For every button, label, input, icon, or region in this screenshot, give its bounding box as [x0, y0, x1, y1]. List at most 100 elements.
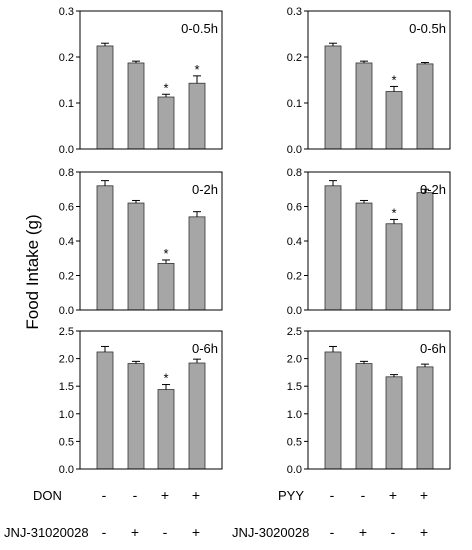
treatment-sign: + — [192, 524, 200, 540]
bar — [416, 63, 434, 150]
treatment-sign: + — [161, 487, 169, 503]
treatment-sign: + — [359, 524, 367, 540]
bar — [355, 363, 373, 470]
panel-2: * 0.0 0.1 0.2 0.3 0-0.5h — [287, 6, 451, 156]
y-tick-label: 0.0 — [59, 464, 74, 476]
treatment-sign: + — [420, 487, 428, 503]
y-tick-label: 0.2 — [59, 52, 74, 64]
treatment-sign: - — [102, 524, 107, 540]
bar — [96, 185, 114, 311]
significance-marker: * — [391, 72, 396, 87]
bar — [416, 366, 434, 470]
significance-marker: * — [163, 80, 168, 95]
panel-6: 0.0 0.5 1.0 1.5 2.0 2.5 0-6h — [287, 326, 451, 476]
treatment-sign: - — [361, 487, 366, 503]
bar — [188, 362, 206, 470]
y-tick-label: 0.5 — [287, 436, 302, 448]
bar — [188, 216, 206, 311]
y-tick-label: 0.0 — [287, 464, 302, 476]
bar — [355, 62, 373, 150]
interval-label: 0-6h — [420, 341, 446, 356]
bar — [385, 91, 403, 150]
y-tick-label: 1.0 — [287, 409, 302, 421]
plot-frame — [307, 330, 451, 470]
y-tick-label: 0.8 — [287, 167, 302, 179]
y-tick-label: 0.1 — [287, 98, 302, 110]
interval-label: 0-0.5h — [409, 21, 446, 36]
y-tick-label: 2.5 — [287, 326, 302, 338]
y-tick-label: 0.6 — [59, 202, 74, 214]
bar — [324, 185, 342, 311]
bar — [385, 376, 403, 470]
significance-marker: * — [391, 205, 396, 220]
panel-4: * 0.0 0.2 0.4 0.6 0.8 0-2h — [287, 167, 451, 317]
y-axis-label: Food Intake (g) — [23, 214, 42, 329]
y-tick-label: 1.5 — [287, 381, 302, 393]
treatment-sign: - — [391, 524, 396, 540]
bar — [127, 62, 145, 150]
y-tick-label: 0.2 — [59, 271, 74, 283]
y-tick-label: 2.0 — [59, 354, 74, 366]
interval-label: 0-6h — [192, 341, 218, 356]
interval-label: 0-2h — [192, 182, 218, 197]
bar — [324, 45, 342, 150]
panel-5: * 0.0 0.5 1.0 1.5 2.0 2.5 0-6h — [59, 326, 223, 476]
left-row1-name: DON — [33, 488, 62, 503]
left-row2-name: JNJ-31020028 — [4, 525, 89, 540]
bar — [96, 45, 114, 150]
treatment-sign: - — [133, 487, 138, 503]
bar — [96, 351, 114, 470]
y-tick-label: 0.3 — [59, 6, 74, 18]
y-tick-label: 0.1 — [59, 98, 74, 110]
y-tick-label: 2.5 — [59, 326, 74, 338]
bar — [157, 263, 175, 311]
interval-label: 0-0.5h — [181, 21, 218, 36]
bar — [355, 202, 373, 311]
bar — [188, 82, 206, 150]
panels: **0.00.10.20.30-0.5h*0.00.10.20.30-0.5h*… — [59, 6, 451, 476]
y-tick-label: 0.2 — [287, 52, 302, 64]
y-tick-label: 1.0 — [59, 409, 74, 421]
treatment-sign: - — [102, 487, 107, 503]
bar — [127, 363, 145, 470]
treatment-sign: + — [192, 487, 200, 503]
y-tick-label: 0.0 — [287, 305, 302, 317]
significance-marker: * — [194, 62, 199, 77]
bar — [324, 351, 342, 470]
right-row1-name: PYY — [278, 488, 304, 503]
bar — [385, 223, 403, 311]
treatment-sign: - — [330, 524, 335, 540]
y-tick-label: 0.6 — [287, 202, 302, 214]
y-tick-label: 0.0 — [59, 305, 74, 317]
bar — [157, 96, 175, 150]
y-tick-label: 0.4 — [59, 236, 74, 248]
interval-label: 0-2h — [420, 182, 446, 197]
condition-labels: DON JNJ-31020028 PYY JNJ-3020028 - - + + - + -… — [4, 487, 428, 540]
y-tick-label: 0.0 — [59, 144, 74, 156]
bar — [127, 202, 145, 311]
panel-1: * * 0.0 0.1 0.2 0.3 0-0.5h — [59, 6, 223, 156]
panel-3: * 0.0 0.2 0.4 0.6 0.8 0-2h — [59, 167, 223, 317]
treatment-sign: + — [131, 524, 139, 540]
treatment-sign: - — [330, 487, 335, 503]
y-tick-label: 0.5 — [59, 436, 74, 448]
y-tick-label: 0.0 — [287, 144, 302, 156]
treatment-sign: - — [163, 524, 168, 540]
plot-frame — [307, 10, 451, 150]
y-tick-label: 0.4 — [287, 236, 302, 248]
plot-frame — [79, 330, 223, 470]
plot-frame — [79, 10, 223, 150]
bar — [157, 389, 175, 470]
significance-marker: * — [163, 246, 168, 261]
significance-marker: * — [163, 371, 168, 386]
y-tick-label: 1.5 — [59, 381, 74, 393]
right-row2-name: JNJ-3020028 — [232, 525, 309, 540]
y-tick-label: 0.8 — [59, 167, 74, 179]
treatment-sign: + — [389, 487, 397, 503]
treatment-sign: + — [420, 524, 428, 540]
y-tick-label: 2.0 — [287, 354, 302, 366]
bar — [416, 192, 434, 311]
y-tick-label: 0.3 — [287, 6, 302, 18]
y-tick-label: 0.2 — [287, 271, 302, 283]
